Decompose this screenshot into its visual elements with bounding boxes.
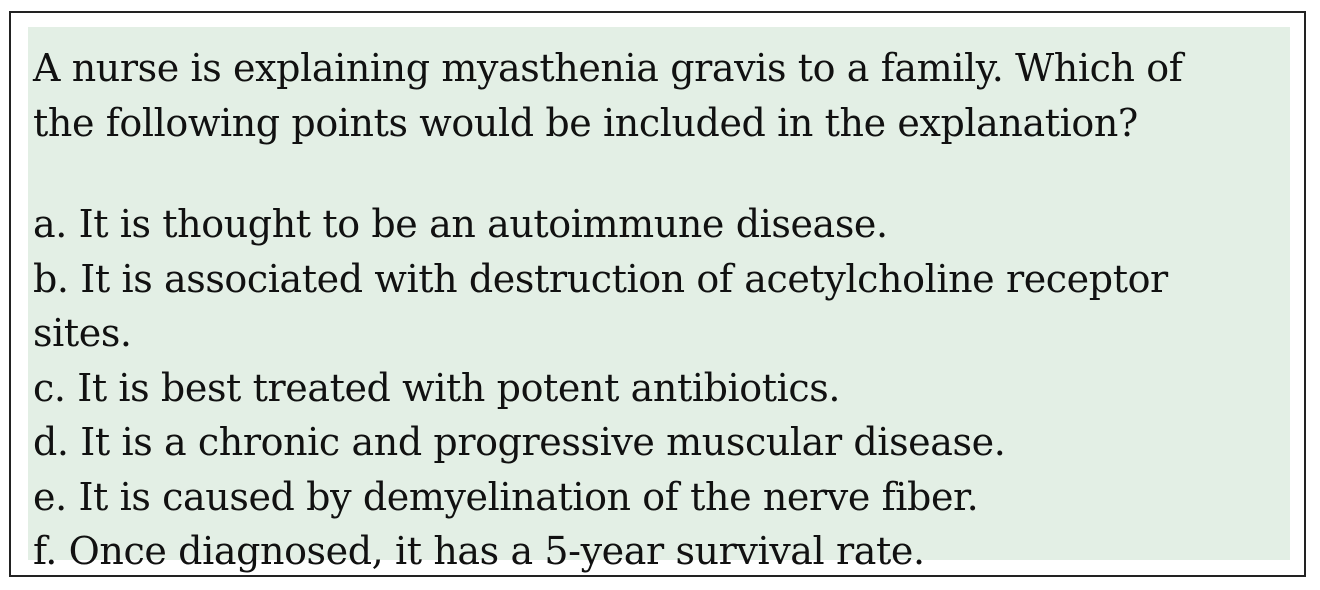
question-line-2: the following points would be included i… [33,100,1138,145]
question-options-spacer [33,150,1290,197]
question-card: A nurse is explaining myasthenia gravis … [28,27,1290,573]
option-e: e. It is caused by demyelination of the … [33,474,979,519]
option-d: d. It is a chronic and progressive muscu… [33,420,1006,464]
question-line-1: A nurse is explaining myasthenia gravis … [33,46,1183,90]
option-b-line-2: sites. [33,311,132,355]
option-c: c. It is best treated with potent antibi… [33,365,841,410]
option-f: f. Once diagnosed, it has a 5-year survi… [33,529,925,573]
option-a: a. It is thought to be an autoimmune dis… [33,202,888,246]
option-b-line-1: b. It is associated with destruction of … [33,256,1168,301]
question-card-border: A nurse is explaining myasthenia gravis … [9,11,1306,577]
question-text: A nurse is explaining myasthenia gravis … [33,41,1290,150]
options-list: a. It is thought to be an autoimmune dis… [33,197,1290,579]
